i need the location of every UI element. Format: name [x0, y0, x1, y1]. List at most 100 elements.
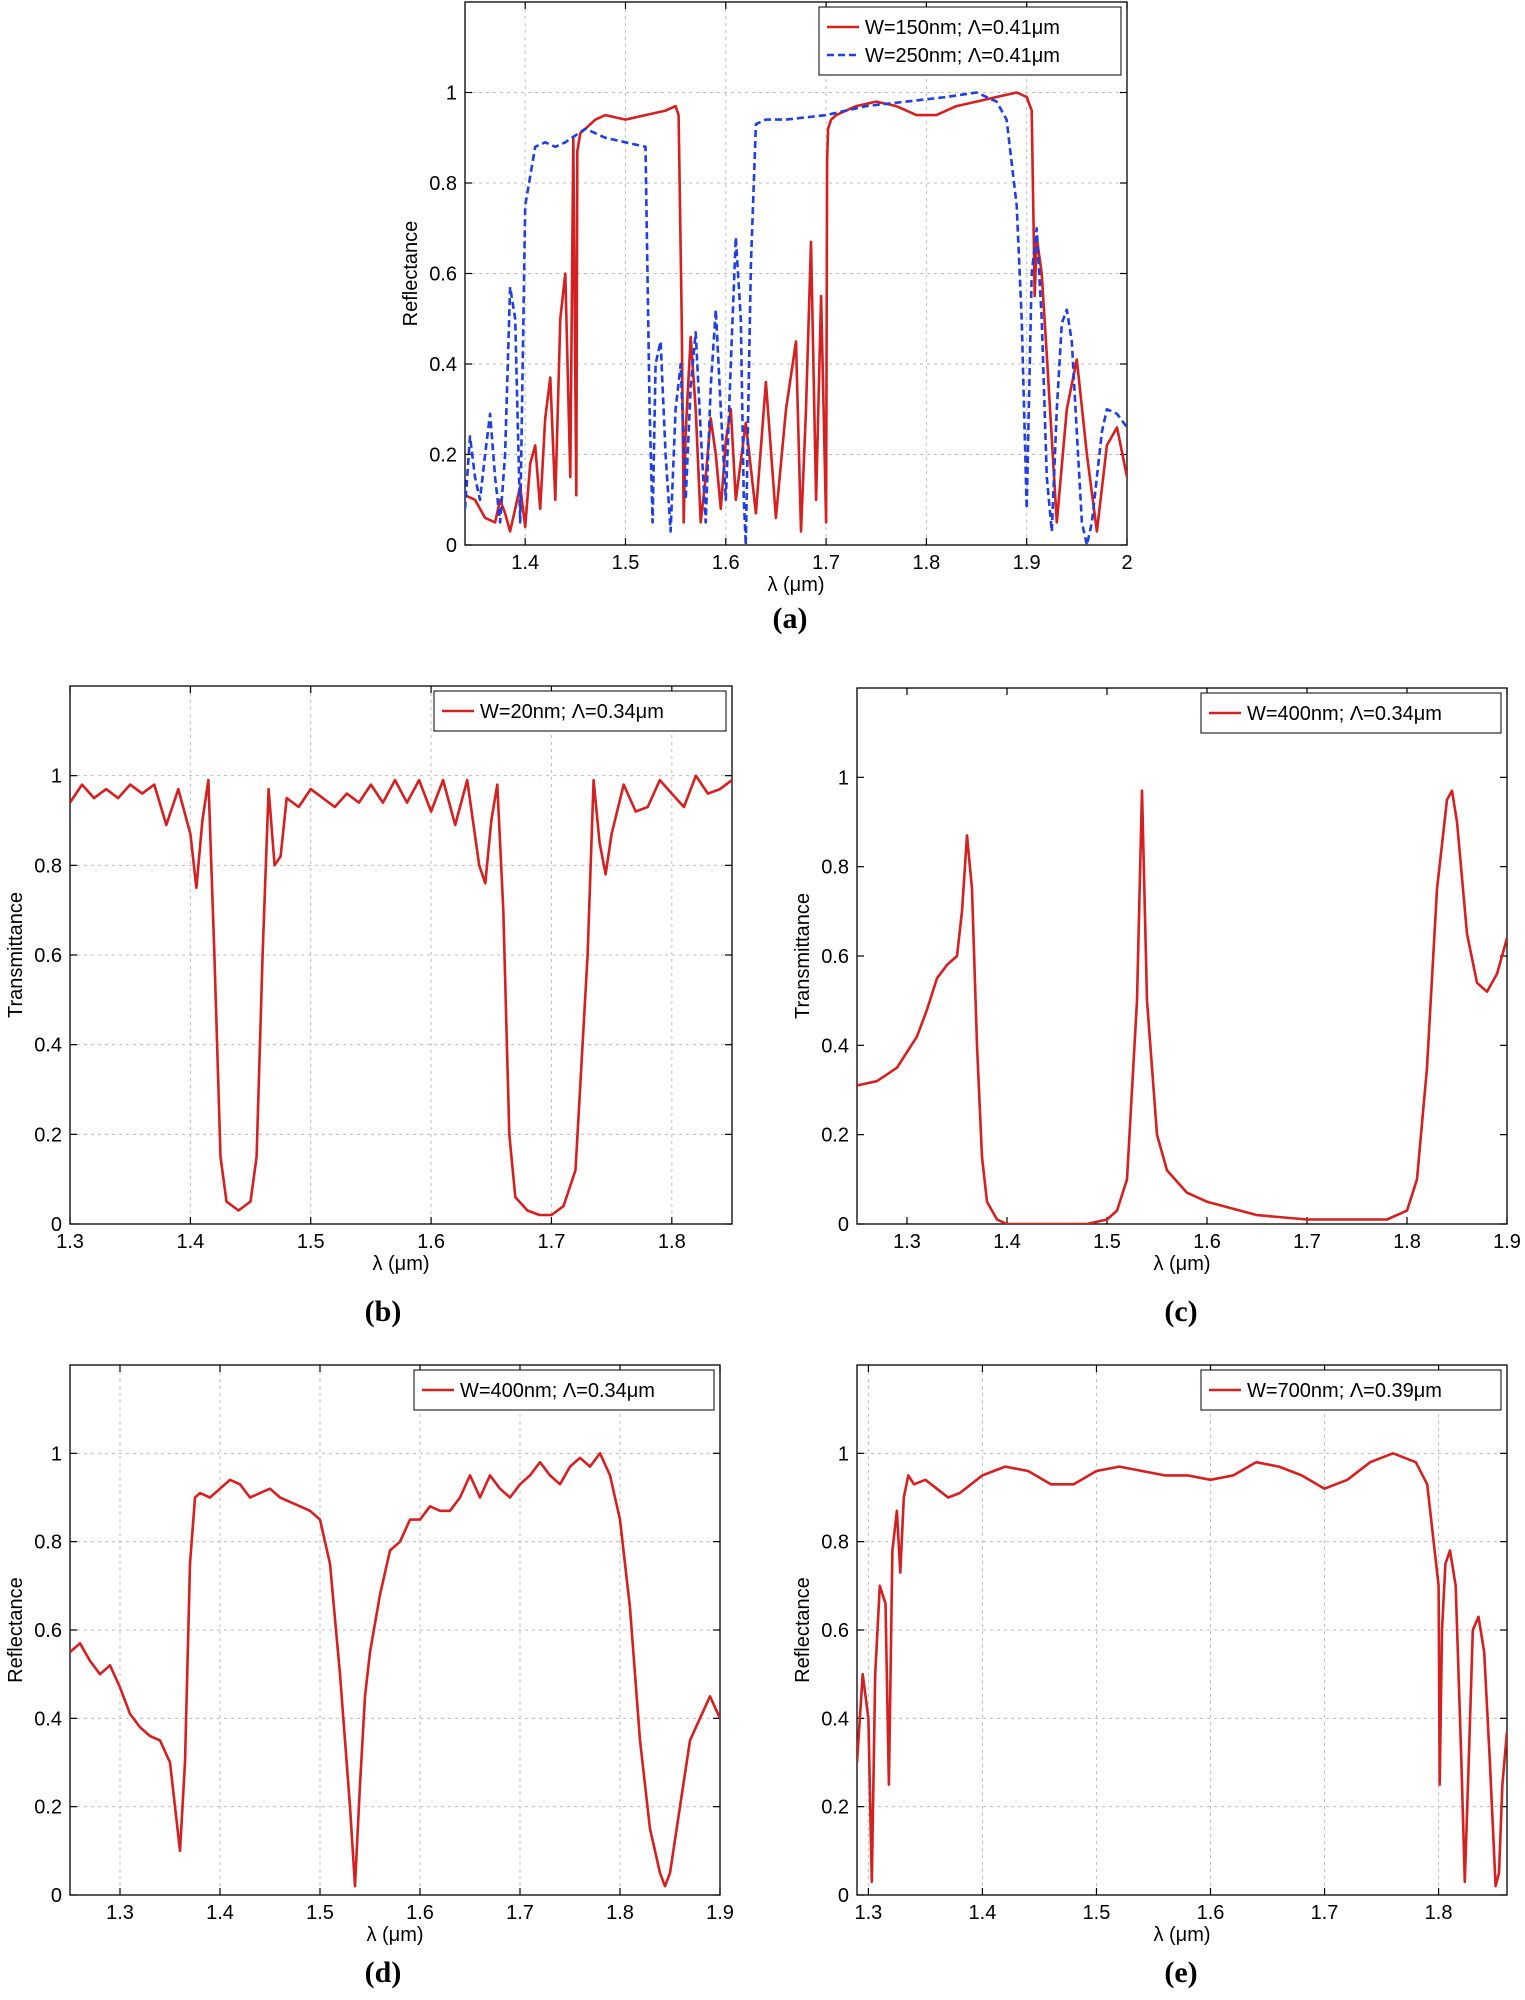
x-tick-label: 1.4	[206, 1902, 234, 1924]
series-line-1	[857, 1452, 1507, 1888]
legend-entry: W=250nm; Λ=0.41μm	[865, 45, 1060, 67]
y-tick-label: 0.2	[821, 1125, 849, 1147]
x-axis-label: λ (μm)	[372, 1253, 429, 1275]
legend-box	[1200, 692, 1502, 734]
x-tick-label: 1.3	[106, 1902, 134, 1924]
y-tick-label: 1	[51, 1443, 62, 1465]
y-tick-label: 0.4	[34, 1708, 62, 1730]
series-line-1	[857, 789, 1507, 1224]
x-axis-label: λ (μm)	[366, 1924, 423, 1946]
series-line-1	[70, 774, 732, 1217]
y-axis-label: Transmittance	[5, 892, 27, 1018]
x-tick-label: 1.5	[297, 1231, 325, 1253]
y-tick-label: 0.6	[821, 1620, 849, 1642]
x-tick-label: 1.6	[406, 1902, 434, 1924]
y-tick-label: 0	[838, 1214, 849, 1236]
x-tick-label: 1.8	[658, 1231, 686, 1253]
series-line-1	[465, 91, 1127, 533]
y-tick-label: 1	[838, 1443, 849, 1465]
y-axis-label: Reflectance	[5, 1577, 27, 1683]
y-tick-label: 0.2	[821, 1797, 849, 1819]
panel-caption: (a)	[773, 602, 808, 635]
y-tick-label: 0.4	[429, 354, 457, 376]
panel-c: 1.3 1.4 1.5 1.6 1.7 1.8 1.9 0 0.2 0.4 0.6 0.8 1 λ (μm…	[792, 687, 1521, 1328]
y-tick-label: 1	[838, 767, 849, 789]
x-tick-label: 1.4	[993, 1231, 1021, 1253]
y-tick-label: 0	[51, 1885, 62, 1907]
x-tick-label: 1.4	[969, 1902, 997, 1924]
x-tick-label: 1.5	[612, 552, 640, 574]
x-tick-label: 1.5	[1093, 1231, 1121, 1253]
plot-frame	[856, 687, 1508, 1225]
x-tick-label: 1.7	[538, 1231, 566, 1253]
x-tick-label: 1.9	[706, 1902, 734, 1924]
legend-box	[413, 1369, 715, 1411]
x-axis-label: λ (μm)	[1153, 1924, 1210, 1946]
x-axis-label: λ (μm)	[1153, 1253, 1210, 1275]
x-tick-label: 1.6	[712, 552, 740, 574]
legend-entry: W=400nm; Λ=0.34μm	[460, 1380, 655, 1402]
y-axis-label: Reflectance	[792, 1577, 814, 1683]
y-tick-label: 0.2	[429, 445, 457, 467]
x-tick-label: 1.3	[56, 1231, 84, 1253]
x-tick-label: 1.7	[1311, 1902, 1339, 1924]
series-line-2	[465, 91, 1127, 545]
panel-caption: (d)	[365, 1956, 402, 1989]
y-tick-label: 0.2	[34, 1124, 62, 1146]
series-line-1	[70, 1452, 720, 1888]
x-tick-label: 1.5	[1083, 1902, 1111, 1924]
y-axis-label: Transmittance	[792, 893, 814, 1019]
panel-caption: (c)	[1164, 1295, 1197, 1328]
panel-b: 1.3 1.4 1.5 1.6 1.7 1.8 0 0.2 0.4 0.6 0.8 1 λ (μm) Tr…	[5, 685, 733, 1328]
x-tick-label: 1.6	[417, 1231, 445, 1253]
x-tick-label: 1.7	[812, 552, 840, 574]
legend: W=700nm; Λ=0.39μm	[1200, 1369, 1502, 1411]
legend-entry: W=20nm; Λ=0.34μm	[480, 701, 664, 723]
panel-a: 1.4 1.5 1.6 1.7 1.8 1.9 2 0 0.2 0.4 0.6 0.8 1 λ (μm) R…	[400, 1, 1133, 635]
x-tick-label: 1.8	[912, 552, 940, 574]
y-tick-label: 1	[51, 766, 62, 788]
x-tick-label: 1.8	[1393, 1231, 1421, 1253]
panel-caption: (e)	[1164, 1956, 1197, 1989]
y-tick-label: 0.6	[821, 946, 849, 968]
panel-d: 1.3 1.4 1.5 1.6 1.7 1.8 1.9 0 0.2 0.4 0.6 0.8 1 λ (μm…	[5, 1364, 734, 1989]
x-tick-label: 1.3	[893, 1231, 921, 1253]
legend-entry: W=700nm; Λ=0.39μm	[1247, 1380, 1442, 1402]
y-tick-label: 0.8	[429, 173, 457, 195]
x-axis-label: λ (μm)	[767, 574, 824, 596]
y-tick-label: 0.6	[34, 1620, 62, 1642]
y-tick-label: 0.8	[821, 1532, 849, 1554]
x-tick-label: 1.3	[854, 1902, 882, 1924]
x-tick-label: 1.8	[1425, 1902, 1453, 1924]
y-tick-label: 1	[446, 83, 457, 105]
x-tick-label: 1.5	[306, 1902, 334, 1924]
y-tick-label: 0	[51, 1214, 62, 1236]
y-tick-label: 0	[838, 1885, 849, 1907]
legend-box	[818, 6, 1122, 76]
x-tick-label: 1.6	[1197, 1902, 1225, 1924]
y-tick-label: 0.8	[34, 855, 62, 877]
y-tick-label: 0	[446, 535, 457, 557]
y-tick-label: 0.2	[34, 1797, 62, 1819]
x-tick-label: 1.7	[1293, 1231, 1321, 1253]
y-axis-label: Reflectance	[400, 221, 422, 327]
legend: W=400nm; Λ=0.34μm	[413, 1369, 715, 1411]
x-tick-label: 1.8	[606, 1902, 634, 1924]
x-tick-label: 1.7	[506, 1902, 534, 1924]
legend-entry: W=400nm; Λ=0.34μm	[1247, 703, 1442, 725]
x-tick-label: 1.4	[511, 552, 539, 574]
y-tick-label: 0.6	[429, 264, 457, 286]
legend-entry: W=150nm; Λ=0.41μm	[865, 17, 1060, 39]
legend-box	[1200, 1369, 1502, 1411]
y-tick-label: 0.4	[34, 1035, 62, 1057]
legend: W=20nm; Λ=0.34μm	[433, 690, 727, 732]
legend: W=400nm; Λ=0.34μm	[1200, 692, 1502, 734]
y-tick-label: 0.4	[821, 1708, 849, 1730]
y-tick-label: 0.8	[821, 857, 849, 879]
x-tick-label: 1.6	[1193, 1231, 1221, 1253]
y-tick-label: 0.6	[34, 945, 62, 967]
legend: W=150nm; Λ=0.41μm W=250nm; Λ=0.41μm	[818, 6, 1122, 76]
x-tick-label: 1.9	[1493, 1231, 1521, 1253]
panel-caption: (b)	[365, 1295, 402, 1328]
